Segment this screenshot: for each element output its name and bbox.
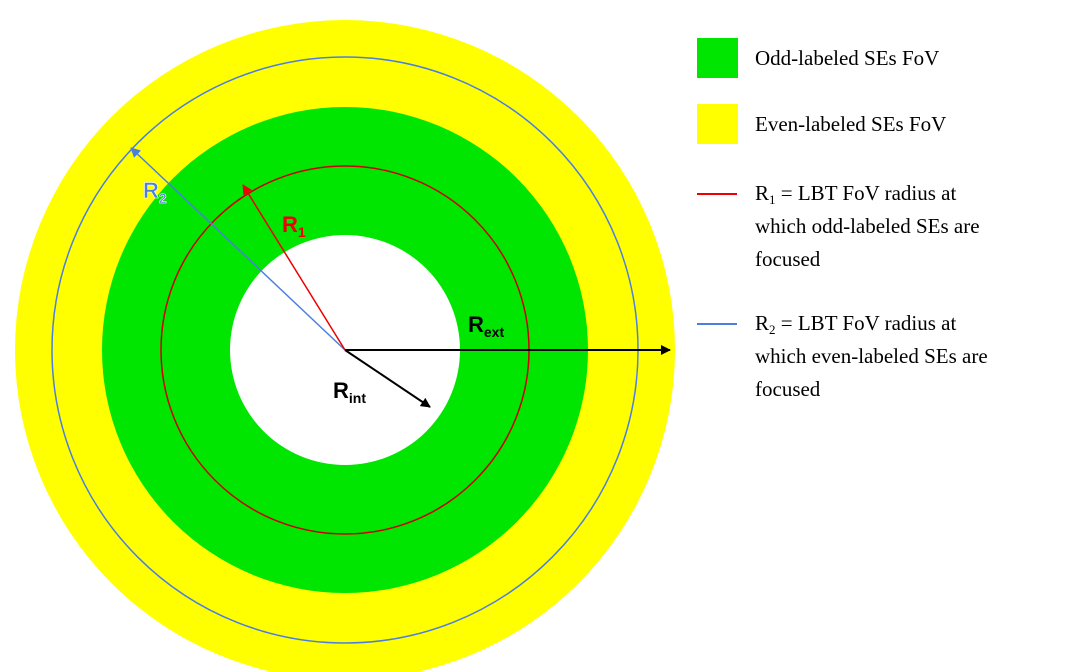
legend-text: focused — [755, 377, 821, 401]
legend-text: R2 = LBT FoV radius at — [755, 311, 956, 337]
legend-text: which even-labeled SEs are — [755, 344, 988, 368]
r1-arrow — [242, 184, 346, 351]
legend-text: R1 = LBT FoV radius at — [755, 181, 956, 207]
legend-text: which odd-labeled SEs are — [755, 214, 980, 238]
legend-text: Odd-labeled SEs FoV — [755, 46, 939, 70]
r2-label: R2 — [143, 178, 167, 206]
rings — [15, 20, 675, 672]
rint-label: Rint — [333, 378, 366, 406]
legend-text: Even-labeled SEs FoV — [755, 112, 946, 136]
rext-label: Rext — [468, 312, 504, 340]
r2-arrow — [130, 147, 346, 351]
legend-swatch — [697, 38, 738, 78]
legend: Odd-labeled SEs FoV Even-labeled SEs FoV… — [697, 38, 988, 401]
legend-text: focused — [755, 247, 821, 271]
legend-swatch — [697, 104, 738, 144]
r1-label: R1 — [282, 212, 306, 240]
rint-arrow — [344, 349, 431, 408]
